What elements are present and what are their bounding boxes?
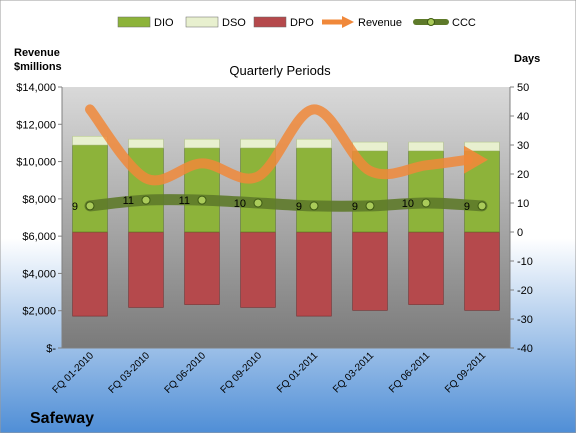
ccc-point [197,195,207,205]
y-left-tick-label: $8,000 [22,194,56,206]
y-right-tick-label: 10 [517,198,529,210]
ccc-point [85,201,95,211]
dio-bar [240,147,276,233]
legend-swatch [117,16,151,28]
ccc-data-label: 9 [464,201,470,213]
ccc-point [141,195,151,205]
ccc-data-label: 9 [72,201,78,213]
dpo-bar [240,231,276,308]
legend: DIO DSO DPO Revenue CCC [117,16,476,29]
ccc-data-label: 9 [352,201,358,213]
dpo-bar [184,231,220,305]
y-left-label-line1: Revenue [14,47,60,59]
ccc-point [421,198,431,208]
y-left-tick-label: $10,000 [16,157,56,169]
dpo-bar [464,231,500,311]
company-name: Safeway [30,410,94,427]
y-right-tick-label: -30 [517,314,533,326]
ccc-data-label: 11 [179,195,190,207]
y-right-tick-label: 40 [517,111,529,123]
revenue-series-group [85,104,488,186]
legend-label: DSO [222,17,246,29]
ccc-data-label: 10 [402,198,414,210]
dso-bar [296,138,332,149]
legend-swatch [185,16,219,28]
dso-bar [240,138,276,149]
y-right-tick-label: 20 [517,169,529,181]
y-right-tick-label: 50 [517,82,529,94]
legend-item: DPO [253,16,314,29]
legend-swatch [253,16,287,28]
dio-bar [128,147,164,233]
ccc-series-group: 9 11 11 10 9 9 10 9 [72,194,488,213]
legend-label: DIO [154,17,174,29]
ccc-line [84,194,488,212]
dpo-bar [408,231,444,305]
dpo-bar [352,231,388,311]
dio-bar [72,144,108,233]
legend-item: DIO [117,16,174,29]
ccc-data-label: 11 [123,195,134,207]
legend-label: CCC [452,17,476,29]
legend-label: Revenue [358,17,402,29]
dso-bar [184,138,220,149]
dio-bar [296,147,332,233]
legend-swatch-arrow [342,16,354,28]
y-left-tick-group: $- $2,000 $4,000 $6,000 $8,000 $10,000 $12,000… [16,82,62,355]
y-left-label-line2: $millions [14,61,62,73]
ccc-point [253,198,263,208]
chart-title: Quarterly Periods [229,63,331,78]
ccc-point [309,201,319,211]
y-left-tick-label: $12,000 [16,119,56,131]
ccc-data-label: 9 [296,201,302,213]
y-right-tick-group: -40 -30 -20 -10 0 10 20 30 40 50 [510,82,533,355]
y-left-tick-label: $14,000 [16,82,56,94]
y-right-tick-label: -20 [517,285,533,297]
ccc-point [365,201,375,211]
dso-bar [408,141,444,152]
y-right-tick-label: -40 [517,343,533,355]
legend-item: DSO [185,16,246,29]
y-left-tick-label: $- [46,343,56,355]
dso-bar [352,141,388,152]
y-left-tick-label: $2,000 [22,306,56,318]
legend-label: DPO [290,17,314,29]
dpo-bar [72,231,108,317]
dpo-bar [128,231,164,308]
y-right-tick-label: 0 [517,227,523,239]
revenue-arrowhead [464,145,488,174]
revenue-line [85,104,473,186]
dso-bar [128,138,164,149]
dso-bar [72,136,108,146]
y-right-tick-label: 30 [517,140,529,152]
legend-swatch-marker [427,18,435,26]
y-left-tick-label: $4,000 [22,268,56,280]
y-right-label: Days [514,53,540,65]
ccc-point [477,201,487,211]
y-left-tick-label: $6,000 [22,231,56,243]
legend-item: CCC [413,17,476,29]
y-right-tick-label: -10 [517,256,533,268]
legend-item: Revenue [322,16,402,29]
ccc-data-label: 10 [234,198,246,210]
dpo-bar [296,231,332,317]
